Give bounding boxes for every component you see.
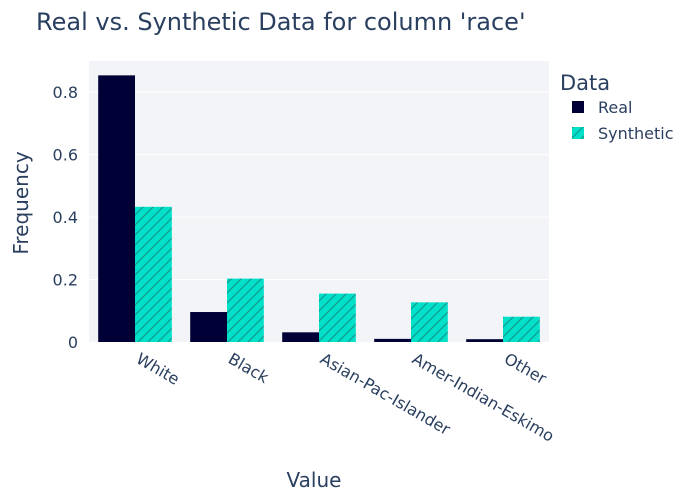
y-tick-label: 0.6 (53, 146, 78, 165)
bar-synthetic-black (227, 278, 264, 342)
y-tick-label: 0.2 (53, 271, 78, 290)
x-tick-label-black: Black (225, 349, 273, 387)
x-tick-label-other: Other (501, 349, 550, 388)
y-axis-title: Frequency (9, 151, 33, 254)
y-tick-label: 0 (68, 333, 78, 352)
x-axis-title: Value (287, 468, 342, 492)
bar-synthetic-other (503, 316, 540, 342)
chart-title: Real vs. Synthetic Data for column 'race… (36, 8, 526, 36)
bar-synthetic-asian-pac-islander (319, 293, 356, 342)
x-tick-label-white: White (133, 349, 183, 389)
bar-real-black (190, 312, 227, 342)
bar-real-other (466, 339, 503, 342)
legend-label-real: Real (598, 98, 633, 117)
legend-title: Data (560, 71, 610, 95)
bar-real-white (98, 75, 135, 343)
legend: Data Real Synthetic (560, 71, 674, 143)
y-tick-label: 0.4 (53, 208, 78, 227)
legend-label-synthetic: Synthetic (598, 124, 674, 143)
bar-synthetic-white (135, 206, 172, 342)
bar-synthetic-amer-indian-eskimo (411, 302, 448, 342)
legend-swatch-synthetic (572, 127, 584, 139)
legend-swatch-real (572, 101, 584, 113)
bar-real-asian-pac-islander (282, 332, 319, 342)
y-tick-label: 0.8 (53, 83, 78, 102)
bar-real-amer-indian-eskimo (374, 338, 411, 342)
